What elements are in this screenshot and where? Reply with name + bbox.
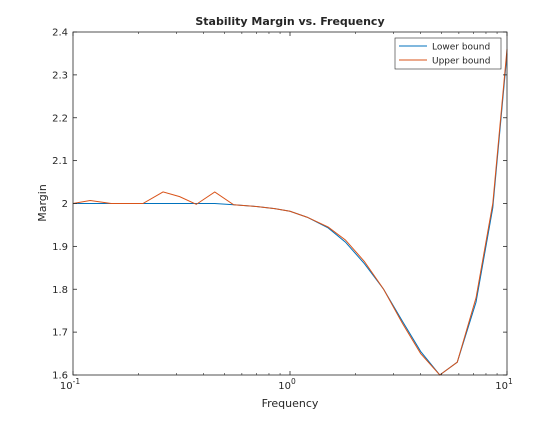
legend-label: Upper bound xyxy=(432,57,490,67)
y-tick-label: 2.2 xyxy=(52,113,68,124)
x-axis-label: Frequency xyxy=(262,397,319,410)
legend-box xyxy=(394,37,502,70)
y-axis: 1.6 1.7 1.8 1.9 2 2.1 2.2 2.3 2.4 xyxy=(52,28,507,382)
y-tick-label: 2 xyxy=(62,199,68,210)
y-tick-label: 2.4 xyxy=(52,28,68,39)
series-line-upper-bound xyxy=(72,49,508,376)
y-tick-label: 1.8 xyxy=(52,285,68,296)
x-tick-label: 101 xyxy=(495,377,513,392)
y-tick-label: 2.3 xyxy=(52,70,68,81)
y-tick-label: 1.9 xyxy=(52,242,68,253)
chart-title: Stability Margin vs. Frequency xyxy=(195,15,384,28)
y-axis-label: Margin xyxy=(36,184,49,222)
series-layer xyxy=(72,49,508,376)
x-tick-label: 10-1 xyxy=(60,377,80,392)
legend: Lower bound Upper bound xyxy=(394,37,502,70)
y-tick-label: 2.1 xyxy=(52,156,68,167)
x-axis: 10-1 100 101 xyxy=(60,32,513,392)
legend-label: Lower bound xyxy=(432,43,490,53)
y-tick-label: 1.7 xyxy=(52,328,68,339)
y-tick-label: 1.6 xyxy=(52,371,68,382)
x-tick-label: 100 xyxy=(278,377,296,392)
